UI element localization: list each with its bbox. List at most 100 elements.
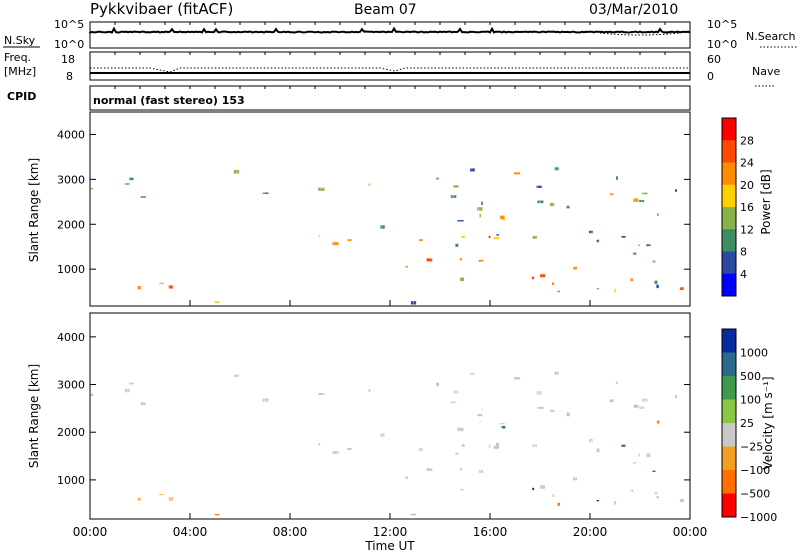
nsearch-label: N.Search [746, 30, 796, 43]
colorbar-frame [721, 328, 737, 518]
colorbar-swatch [722, 423, 736, 447]
velocity-echo-cell [656, 496, 659, 499]
nsearch-trace [599, 32, 681, 36]
power-echo-cell [630, 278, 634, 282]
power-echo-cell [554, 167, 559, 171]
velocity-echo-cell [124, 388, 130, 393]
cpid-label: CPID [7, 90, 36, 103]
power-echo-cell [557, 290, 560, 293]
power-echo-cell [262, 192, 269, 194]
velocity-echo-cell [426, 468, 433, 471]
velocity-echo-cell [652, 470, 656, 472]
xtick-label: 12:00 [373, 525, 408, 539]
velocity-echo-cell [214, 513, 220, 516]
colorbar-swatch [722, 493, 736, 518]
velocity-echo-cell [557, 502, 560, 507]
power-echo-cell [140, 196, 146, 198]
velocity-echo-cell [621, 444, 626, 447]
xtick-label: 16:00 [473, 525, 508, 539]
velocity-echo-cell [410, 513, 417, 516]
power-echo-cell [470, 168, 475, 172]
power-echo-cell [214, 301, 220, 304]
velocity-echo-cell [532, 487, 535, 491]
power-echo-cell [652, 260, 656, 263]
power-echo-cell [632, 252, 637, 255]
xtick-label: 20:00 [573, 525, 608, 539]
power-echo-cell [639, 199, 645, 203]
colorbar-swatch [722, 399, 736, 424]
velocity-echo-cell [632, 462, 637, 464]
power-echo-cell [477, 207, 483, 211]
colorbar-swatch [722, 140, 736, 163]
velocity-echo-cell [642, 398, 648, 402]
power-echo-cell [137, 286, 141, 290]
power-echo-cell [646, 244, 651, 247]
ytick-label: 3000 [57, 379, 85, 392]
power-echo-cell [679, 287, 684, 291]
velocity-echo-cell [233, 374, 240, 377]
velocity-echo-cell [450, 401, 457, 404]
colorbar-swatch [722, 118, 736, 141]
power-echo-cell [615, 176, 618, 180]
velocity-echo-cell [478, 469, 484, 473]
velocity-echo-cell [455, 452, 459, 455]
power-echo-cell [532, 235, 537, 239]
ytick-label: 2000 [57, 218, 85, 231]
power-echo-cell [478, 259, 484, 262]
power-echo-cell [496, 234, 499, 236]
time-axis-label: Time UT [364, 539, 415, 553]
velocity-echo-cell [347, 448, 352, 450]
colorbar-swatch [722, 184, 736, 208]
radar-title: Pykkvibaer (fitACF) [90, 0, 233, 18]
ytick-label: 4000 [57, 128, 85, 141]
velocity-echo-cell [536, 391, 542, 395]
nsearch-tick-bottom: 10^0 [707, 38, 737, 51]
colorbar-swatch [722, 376, 736, 400]
velocity-echo-cell [129, 382, 134, 385]
velocity-echo-cell [532, 444, 537, 447]
power-echo-cell [549, 203, 555, 207]
velocity-echo-cell [638, 453, 640, 457]
power-echo-cell [536, 185, 542, 189]
power-echo-cell [450, 195, 457, 199]
ytick-label: 2000 [57, 426, 85, 439]
nave-tick-top: 60 [707, 53, 721, 66]
power-colorbar: 28 24 20 16 12 8 4 [721, 117, 754, 297]
power-echo-cell [159, 282, 164, 285]
velocity-echo-cell [614, 500, 617, 505]
velocity-echo-cell [540, 485, 546, 489]
velocity-echo-cell [457, 427, 464, 432]
ytick-label: 1000 [57, 263, 85, 276]
power-echo-cell [318, 234, 321, 237]
power-echo-cell [488, 235, 491, 239]
velocity-echo-cell [675, 394, 678, 399]
freq-tick-bottom: 8 [66, 70, 73, 83]
nsky-label: N.Sky [4, 34, 36, 47]
power-echo-cell [499, 215, 505, 219]
power-echo-cell [514, 172, 521, 175]
power-echo-cell [347, 239, 352, 241]
velocity-echo-cell [481, 408, 483, 410]
colorbar-tick-label: −25 [740, 441, 763, 454]
power-echo-cell [368, 183, 371, 186]
velocity-echo-cell [418, 448, 423, 451]
power-echo-cell [459, 258, 463, 261]
ytick-label: 1000 [57, 474, 85, 487]
power-echo-cell [552, 282, 555, 286]
colorbar-swatch [722, 329, 736, 353]
velocity-echo-cell [493, 445, 500, 449]
beam-label: Beam 07 [354, 2, 417, 18]
power-echo-cell [436, 177, 439, 180]
power-echo-cell [540, 274, 546, 278]
power-echo-cell [481, 201, 483, 205]
nave-tick-bottom: 0 [707, 70, 714, 83]
power-echo-field [90, 167, 684, 305]
velocity-echo-cell [552, 493, 555, 498]
colorbar-tick-label: 8 [740, 246, 747, 259]
colorbar-tick-label: 1000 [740, 347, 768, 360]
velocity-echo-cell [368, 388, 371, 392]
velocity-echo-cell [488, 444, 491, 449]
velocity-colorbar-label: Velocity [m s⁻¹] [761, 376, 775, 469]
nave-label: Nave [752, 65, 780, 78]
